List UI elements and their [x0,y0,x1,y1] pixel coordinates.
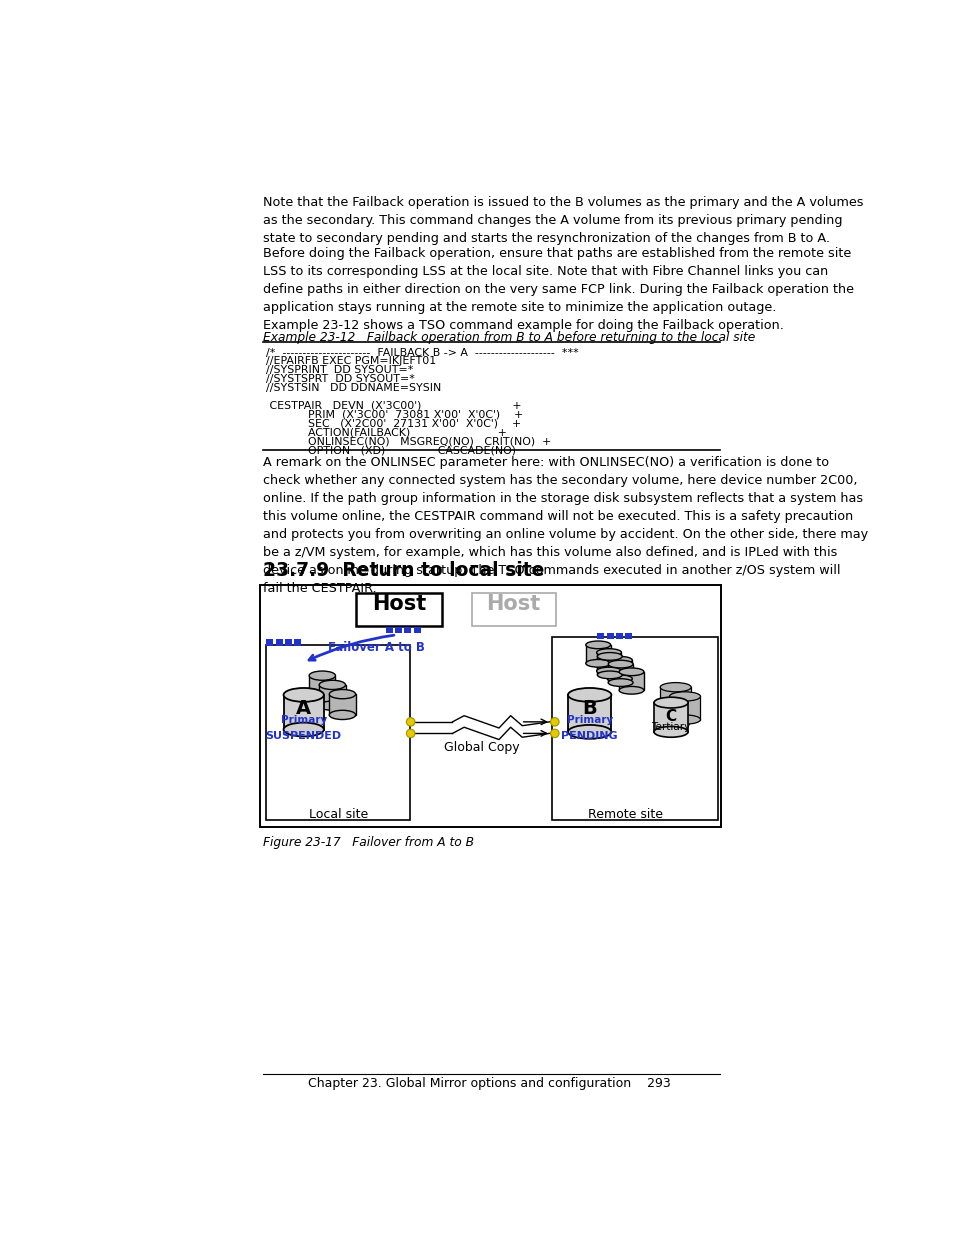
Polygon shape [596,652,620,671]
Bar [404,627,411,634]
Text: Example 23-12   Failback operation from B to A before returning to the local sit: Example 23-12 Failback operation from B … [262,331,754,343]
Polygon shape [567,695,611,732]
Ellipse shape [319,701,345,710]
Text: Tertiary: Tertiary [651,722,690,732]
Bar [275,640,282,646]
Polygon shape [319,685,345,705]
Ellipse shape [597,671,621,679]
Ellipse shape [608,679,633,687]
Ellipse shape [596,648,620,656]
Text: ONLINSEC(NO)   MSGREQ(NO)   CRIT(NO)  +: ONLINSEC(NO) MSGREQ(NO) CRIT(NO) + [266,436,551,446]
Bar [285,640,292,646]
Polygon shape [607,661,632,679]
Text: Primary: Primary [280,715,327,725]
Bar [355,593,442,626]
Text: Figure 23-17   Failover from A to B: Figure 23-17 Failover from A to B [262,836,473,848]
Ellipse shape [585,641,610,648]
Text: //SYSTSIN   DD DDNAME=SYSIN: //SYSTSIN DD DDNAME=SYSIN [266,383,440,393]
Polygon shape [329,694,355,715]
Polygon shape [309,676,335,697]
Text: B: B [581,699,597,719]
Bar [606,634,613,640]
Text: OPTION   (XD)               CASCADE(NO): OPTION (XD) CASCADE(NO) [266,445,516,454]
Ellipse shape [608,661,633,668]
Polygon shape [283,695,323,730]
Polygon shape [585,645,610,663]
Text: 23.7.9  Return to local site: 23.7.9 Return to local site [262,561,543,580]
Ellipse shape [659,705,691,715]
Text: CESTPAIR   DEVN  (X'3C00')                          +: CESTPAIR DEVN (X'3C00') + [266,401,520,411]
Ellipse shape [618,668,643,676]
Ellipse shape [669,715,700,724]
Text: //SYSPRINT  DD SYSOUT=*: //SYSPRINT DD SYSOUT=* [266,366,413,375]
Circle shape [406,718,415,726]
Ellipse shape [567,688,611,701]
Bar [616,634,622,640]
Bar [294,640,301,646]
Bar [266,645,410,820]
Text: Note that the Failback operation is issued to the B volumes as the primary and t: Note that the Failback operation is issu… [262,196,862,245]
Ellipse shape [283,722,323,736]
Bar [395,627,402,634]
Ellipse shape [597,652,621,661]
Text: Host: Host [372,594,426,614]
Bar [266,640,274,646]
Polygon shape [659,687,691,710]
Ellipse shape [654,726,687,737]
Ellipse shape [309,692,335,701]
Text: SUSPENDED: SUSPENDED [265,731,341,741]
Text: Host: Host [486,594,540,614]
Bar [385,627,393,634]
Ellipse shape [618,687,643,694]
Ellipse shape [567,725,611,739]
Ellipse shape [309,671,335,680]
Ellipse shape [329,689,355,699]
Text: Local site: Local site [308,808,368,821]
Bar [597,634,604,640]
Text: ACTION(FAILBACK)                         +: ACTION(FAILBACK) + [266,427,506,437]
Text: Global Copy: Global Copy [444,741,519,753]
Polygon shape [618,672,643,690]
Polygon shape [654,703,687,732]
Ellipse shape [607,656,632,664]
Polygon shape [608,664,633,683]
Ellipse shape [329,710,355,720]
Bar [472,593,555,626]
Text: C: C [665,709,676,724]
Text: A: A [295,699,311,719]
Text: PRIM  (X'3C00'  73081 X'00'  X'0C')    +: PRIM (X'3C00' 73081 X'00' X'0C') + [266,410,522,420]
Text: A remark on the ONLINSEC parameter here: with ONLINSEC(NO) a verification is don: A remark on the ONLINSEC parameter here:… [262,456,867,595]
Ellipse shape [669,692,700,701]
Ellipse shape [596,667,620,674]
Bar [624,634,632,640]
Bar [414,627,420,634]
Ellipse shape [319,680,345,689]
Ellipse shape [283,688,323,701]
Ellipse shape [654,698,687,708]
Text: Failover A to B: Failover A to B [328,641,425,655]
Circle shape [406,729,415,737]
Text: SEC   (X'2C00'  27131 X'00'  X'0C')    +: SEC (X'2C00' 27131 X'00' X'0C') + [266,419,520,429]
Ellipse shape [585,659,610,667]
Text: Remote site: Remote site [587,808,662,821]
Text: //SYSTSPRT  DD SYSOUT=*: //SYSTSPRT DD SYSOUT=* [266,374,415,384]
Ellipse shape [659,683,691,692]
Text: /*  ----------------------  FAILBACK B -> A  --------------------  ***: /* ---------------------- FAILBACK B -> … [266,347,578,358]
Text: Before doing the Failback operation, ensure that paths are established from the : Before doing the Failback operation, ens… [262,247,853,332]
Text: PENDING: PENDING [560,731,618,741]
Circle shape [550,729,558,737]
Text: Chapter 23. Global Mirror options and configuration    293: Chapter 23. Global Mirror options and co… [307,1077,670,1091]
Polygon shape [597,656,621,674]
Ellipse shape [607,674,632,683]
Text: Primary: Primary [566,715,612,725]
Bar [260,585,720,827]
Circle shape [550,718,558,726]
Text: //EPAIRFB EXEC PGM=IKJEFT01: //EPAIRFB EXEC PGM=IKJEFT01 [266,357,436,367]
Bar [551,637,718,820]
Polygon shape [669,697,700,720]
